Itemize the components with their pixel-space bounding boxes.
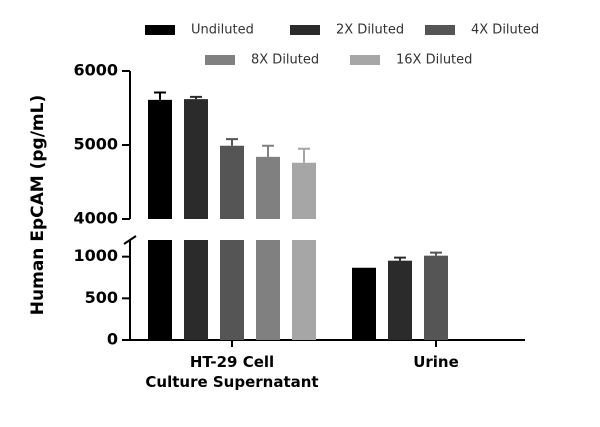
bar xyxy=(256,240,280,340)
bar xyxy=(184,240,208,340)
y-tick-label: 5000 xyxy=(73,135,118,154)
legend-label: 4X Diluted xyxy=(471,23,539,38)
legend-swatch xyxy=(350,55,380,65)
error-bar xyxy=(430,251,442,256)
legend-label: Undiluted xyxy=(191,23,254,38)
legend-swatch xyxy=(205,55,235,65)
y-axis-label: Human EpCAM (pg/mL) xyxy=(28,95,48,315)
legend-label: 2X Diluted xyxy=(336,23,404,38)
y-tick-label: 6000 xyxy=(73,61,118,80)
bar xyxy=(424,255,448,340)
error-bar xyxy=(262,144,274,157)
error-bar xyxy=(154,91,166,100)
bar xyxy=(292,240,316,340)
y-tick-label: 4000 xyxy=(73,209,118,228)
legend-swatch xyxy=(290,25,320,35)
error-bar xyxy=(190,95,202,100)
bar xyxy=(148,240,172,340)
x-tick-label: Urine xyxy=(413,353,459,371)
error-bar xyxy=(226,138,238,146)
bar xyxy=(256,156,280,219)
bar xyxy=(220,145,244,219)
legend-swatch xyxy=(425,25,455,35)
error-bar xyxy=(298,147,310,163)
y-tick-label: 1000 xyxy=(73,246,118,265)
bar xyxy=(352,267,376,340)
bar xyxy=(184,99,208,219)
bar xyxy=(388,260,412,340)
bar xyxy=(292,162,316,219)
legend-swatch xyxy=(145,25,175,35)
bar xyxy=(220,240,244,340)
error-bar xyxy=(394,256,406,261)
bar xyxy=(148,99,172,219)
axis-break xyxy=(123,235,137,245)
y-tick-label: 500 xyxy=(85,288,118,307)
legend-label: 8X Diluted xyxy=(251,53,319,68)
legend-label: 16X Diluted xyxy=(396,53,472,68)
y-tick-label: 0 xyxy=(107,330,118,349)
x-tick-label: HT-29 Cell Culture Supernatant xyxy=(145,353,319,391)
